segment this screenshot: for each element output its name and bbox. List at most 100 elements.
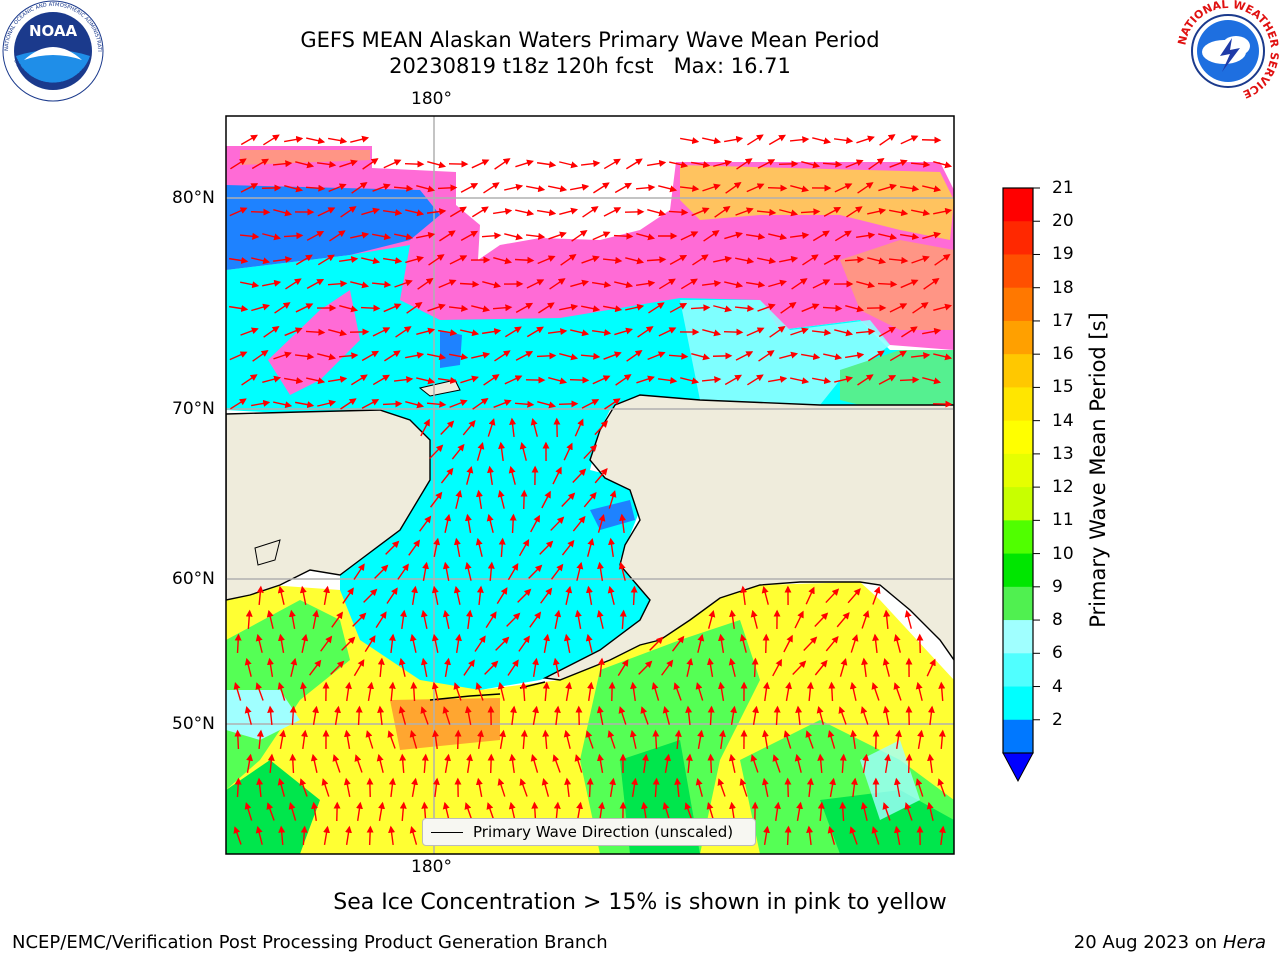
wave-direction-arrows [228, 134, 953, 846]
wave-arrow [630, 585, 638, 606]
wave-arrow [703, 230, 720, 242]
wave-arrow [330, 660, 345, 675]
wave-arrow [471, 206, 489, 218]
wave-arrow [757, 159, 776, 169]
wave-arrow [277, 777, 286, 797]
wave-arrow [800, 208, 821, 216]
wave-arrow [697, 633, 705, 653]
wave-arrow [877, 280, 898, 288]
colorbar-tick-label: 18 [1052, 277, 1074, 298]
wave-arrow [398, 657, 406, 677]
wave-arrow [475, 537, 483, 557]
wave-arrow [829, 777, 837, 797]
wave-arrow [735, 351, 754, 361]
wave-arrow [860, 706, 869, 725]
wave-arrow [580, 160, 601, 168]
wave-arrow [795, 705, 803, 726]
wave-arrow [669, 254, 688, 265]
wave-arrow [691, 161, 711, 169]
wave-arrow [915, 681, 923, 701]
wave-arrow [801, 353, 821, 361]
wave-arrow [845, 305, 865, 313]
wave-arrow [228, 305, 249, 312]
wave-arrow [508, 465, 516, 485]
wave-arrow [926, 658, 936, 677]
wave-arrow [267, 657, 274, 677]
wave-arrow [629, 729, 637, 749]
wave-arrow [823, 353, 843, 361]
wave-arrow [790, 184, 810, 193]
wave-arrow [338, 256, 359, 263]
wave-arrow [855, 232, 876, 239]
wave-arrow [581, 399, 600, 409]
wave-arrow [845, 159, 864, 169]
lat-label-60: 60°N [172, 569, 215, 589]
wave-arrow [674, 729, 682, 750]
wave-arrow [847, 588, 861, 604]
footer-machine: Hera [1222, 932, 1266, 953]
wave-arrow [509, 417, 517, 438]
wave-arrow [618, 561, 626, 581]
wave-arrow [583, 491, 597, 508]
wave-arrow [509, 513, 517, 534]
wave-arrow [899, 185, 920, 192]
wave-arrow [662, 802, 671, 821]
wave-arrow [833, 136, 854, 144]
wave-arrow [572, 515, 586, 532]
wave-arrow [300, 681, 307, 702]
wave-arrow [745, 233, 766, 240]
wave-arrow [530, 514, 540, 533]
wave-arrow [640, 706, 649, 725]
wave-arrow [846, 206, 863, 218]
wave-arrow [718, 729, 726, 750]
wave-arrow [462, 419, 476, 436]
wave-arrow [362, 158, 379, 170]
wave-arrow [750, 609, 758, 629]
wave-arrow [552, 657, 560, 677]
footer-date-text: 20 Aug 2023 on [1073, 932, 1218, 953]
wave-arrow [309, 659, 322, 676]
wave-arrow [794, 753, 802, 773]
wave-arrow [299, 778, 308, 797]
wave-arrow [761, 585, 769, 605]
wave-arrow [811, 328, 832, 336]
wave-arrow [416, 377, 436, 385]
colorbar-tick-label: 6 [1052, 643, 1063, 664]
wave-arrow [267, 753, 275, 774]
wave-arrow [933, 161, 953, 169]
wave-arrow [625, 257, 645, 265]
wave-arrow [827, 730, 836, 749]
colorbar-segment [1003, 387, 1033, 422]
wave-arrow [285, 278, 302, 290]
colorbar-segment [1003, 487, 1033, 521]
wave-arrow [378, 801, 386, 821]
wave-arrow [494, 350, 511, 362]
wave-arrow [383, 303, 402, 313]
wave-arrow [399, 753, 407, 774]
wave-arrow [504, 326, 522, 338]
wave-arrow [486, 802, 495, 821]
wave-arrow [515, 209, 535, 217]
wave-arrow [805, 586, 815, 605]
wave-arrow [823, 254, 842, 265]
wave-arrow [509, 705, 517, 726]
wave-arrow [377, 657, 385, 678]
wave-arrow [805, 730, 814, 749]
wave-arrow [591, 329, 612, 336]
wave-arrow [593, 182, 610, 194]
wave-arrow [730, 705, 737, 725]
wave-arrow [603, 207, 622, 217]
wave-arrow [717, 681, 725, 701]
colorbar-tick-label: 10 [1052, 543, 1074, 564]
colorbar-tick-label: 14 [1052, 410, 1074, 431]
wave-arrow [615, 374, 632, 386]
wave-arrow [878, 375, 897, 385]
wave-arrow [602, 256, 623, 264]
wave-arrow [256, 777, 264, 798]
wave-arrow [541, 777, 550, 797]
wave-arrow [613, 232, 634, 240]
wave-arrow [239, 232, 260, 240]
wave-arrow [409, 730, 418, 749]
wave-arrow [244, 657, 252, 677]
